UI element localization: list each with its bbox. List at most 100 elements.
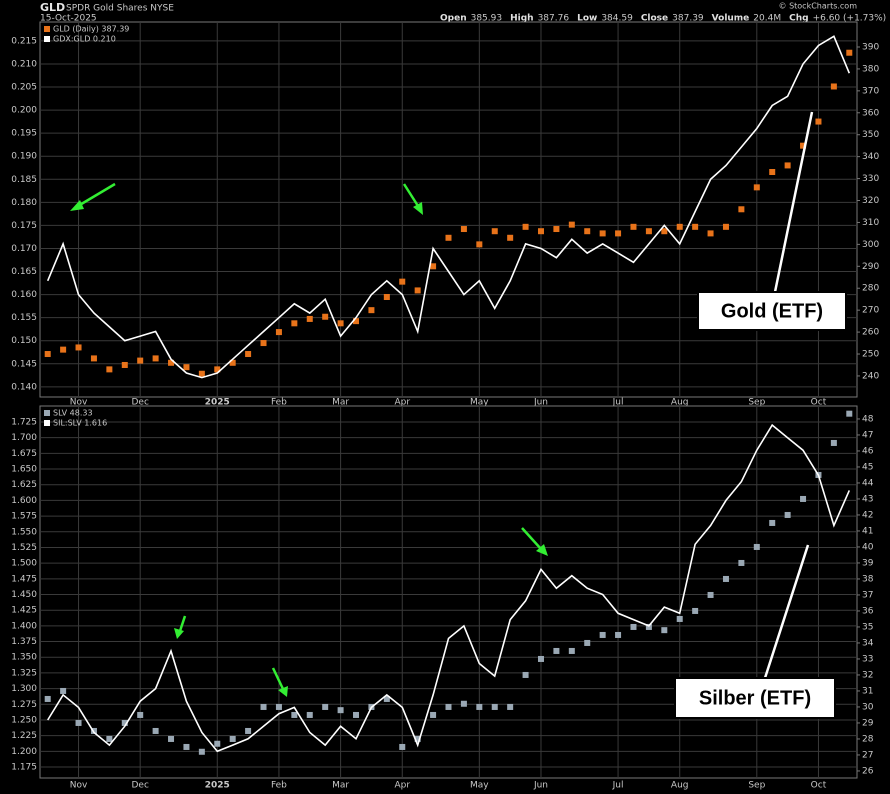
price-candle	[599, 631, 606, 638]
ratio-line	[46, 35, 851, 379]
price-candle	[137, 357, 144, 364]
price-candle	[168, 735, 175, 742]
price-candle	[75, 719, 82, 726]
annotation-box	[697, 291, 847, 331]
x-tick-label: Sep	[748, 781, 765, 791]
y-tick-label: 0.205	[11, 83, 37, 93]
y2-tick-label: 310	[862, 218, 879, 228]
y-tick-label: 1.625	[11, 480, 37, 490]
quote-value: 20.4M	[753, 14, 781, 24]
arrowhead	[278, 686, 288, 697]
y-tick-label: 0.170	[11, 244, 37, 254]
annotation: Silber (ETF)	[699, 687, 811, 709]
price-candle	[615, 230, 622, 237]
y-tick-label: 1.700	[11, 433, 37, 443]
y-tick-label: 1.300	[11, 684, 37, 694]
price-candle	[260, 340, 267, 347]
silver-panel: 1.175 1.200 1.225 1.250 1.275 1.300 1.325 1.350…	[11, 405, 874, 791]
y2-tick-label: 290	[862, 262, 879, 272]
arrowhead	[536, 544, 548, 556]
price-candle	[368, 307, 375, 314]
price-candle	[507, 234, 514, 241]
arrow	[178, 615, 187, 632]
price-candle	[830, 83, 837, 90]
price-candle	[815, 118, 822, 125]
y-tick-label: 0.155	[11, 313, 37, 323]
price-candle	[60, 346, 67, 353]
price-candle	[245, 727, 252, 734]
x-tick-label: 2025	[205, 398, 230, 408]
price-candle	[491, 228, 498, 235]
price-candle	[507, 703, 514, 710]
x-tick-label: Apr	[394, 781, 410, 791]
price-candle	[537, 228, 544, 235]
price-candle	[738, 559, 745, 566]
price-candle	[214, 740, 221, 747]
y2-tick-label: 260	[862, 328, 879, 338]
y-tick-label: 1.650	[11, 465, 37, 475]
price-candle	[537, 655, 544, 662]
price-candle	[476, 241, 483, 248]
y2-tick-label: 38	[862, 574, 874, 584]
y-tick-label: 1.675	[11, 449, 37, 459]
price-candle	[121, 361, 128, 368]
price-candle	[645, 623, 652, 630]
x-tick-label: 2025	[205, 781, 230, 791]
y2-tick-label: 380	[862, 64, 879, 74]
price-candle	[676, 615, 683, 622]
price-candle	[306, 711, 313, 718]
y-tick-label: 0.210	[11, 59, 37, 69]
y2-tick-label: 31	[862, 686, 873, 696]
price-candle	[353, 318, 360, 325]
quote-bar: Open 385.93 High 387.76 Low 384.59 Close 387.39…	[440, 14, 886, 24]
legend-label: SIL:SLV 1.616	[53, 419, 107, 428]
price-candle	[322, 313, 329, 320]
price-candle	[553, 647, 560, 654]
price-candle	[800, 495, 807, 502]
y-tick-label: 1.350	[11, 653, 37, 663]
y2-tick-label: 36	[862, 606, 874, 616]
y2-tick-label: 27	[862, 750, 873, 760]
quote-value: 387.39	[672, 14, 704, 24]
y-tick-label: 1.200	[11, 747, 37, 757]
price-candle	[722, 223, 729, 230]
arrowhead	[70, 200, 84, 211]
price-candle	[121, 719, 128, 726]
price-candle	[707, 230, 714, 237]
price-candle	[90, 355, 97, 362]
y-tick-label: 0.190	[11, 152, 37, 162]
y2-tick-label: 28	[862, 734, 874, 744]
price-candle	[846, 410, 853, 417]
quote-label: Volume	[712, 14, 750, 24]
y2-tick-label: 340	[862, 152, 879, 162]
price-candle	[568, 647, 575, 654]
arrow	[402, 183, 420, 207]
credit: © StockCharts.com	[779, 2, 858, 11]
legend-label: GDX:GLD 0.210	[53, 35, 116, 44]
price-candle	[152, 727, 159, 734]
legend-swatch	[44, 26, 50, 32]
price-candle	[784, 511, 791, 518]
annotation-box	[674, 677, 836, 719]
price-candle	[260, 703, 267, 710]
y-tick-label: 1.175	[11, 763, 37, 773]
price-candle	[291, 711, 298, 718]
x-tick-label: Dec	[131, 398, 148, 408]
y-tick-label: 1.550	[11, 527, 37, 537]
x-tick-label: Feb	[271, 398, 287, 408]
x-tick-label: Jul	[612, 781, 624, 791]
price-candle	[152, 355, 159, 362]
y-tick-label: 0.200	[11, 106, 37, 116]
y2-tick-label: 330	[862, 174, 879, 184]
y2-tick-label: 37	[862, 590, 873, 600]
x-tick-label: Oct	[811, 398, 827, 408]
price-candle	[692, 223, 699, 230]
quote-value: 384.59	[601, 14, 633, 24]
price-candle	[568, 221, 575, 228]
y-tick-label: 0.215	[11, 36, 37, 46]
x-tick-label: Jun	[533, 398, 548, 408]
price-candle	[522, 223, 529, 230]
x-tick-label: Feb	[271, 781, 287, 791]
y2-tick-label: 34	[862, 638, 874, 648]
price-candle	[738, 206, 745, 213]
